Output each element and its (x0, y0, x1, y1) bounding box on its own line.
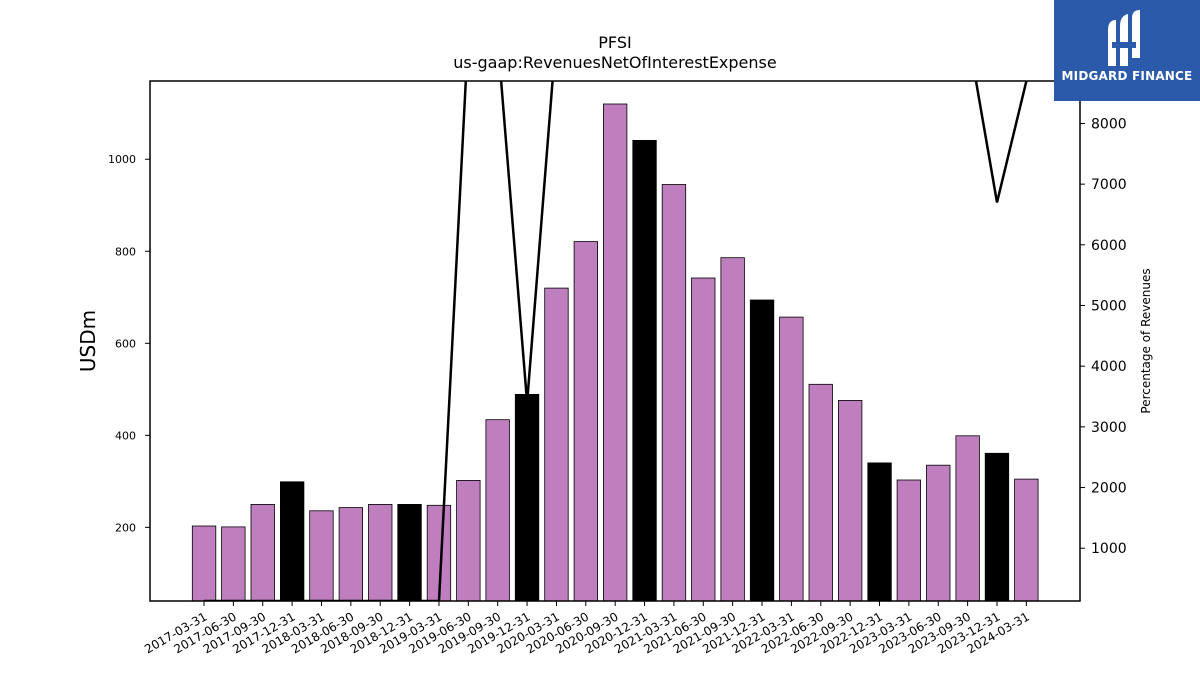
bars-group (191, 103, 1039, 602)
y2-tick-label: 2000 (1091, 481, 1127, 497)
y-tick-label: 1000 (108, 153, 136, 166)
bar-2017-06-30 (221, 526, 246, 602)
y2-tick-label: 6000 (1091, 238, 1127, 254)
bar-2020-03-31 (544, 287, 569, 602)
bar-2022-06-30 (808, 383, 833, 602)
bar-2022-12-31 (867, 462, 892, 602)
y2-tick-label: 4000 (1091, 359, 1127, 375)
y-tick-label: 400 (115, 429, 136, 442)
y2-tick-label: 3000 (1091, 420, 1127, 436)
bar-2017-09-30 (250, 503, 275, 602)
x-axis: 2017-03-312017-06-302017-09-302017-12-31… (142, 601, 1032, 656)
y2-tick-label: 8000 (1091, 116, 1127, 132)
bar-2019-09-30 (485, 419, 510, 602)
bar-2022-09-30 (838, 399, 863, 602)
bar-2023-03-31 (896, 479, 921, 602)
bar-2021-03-31 (661, 184, 687, 602)
y2-tick-label: 7000 (1091, 177, 1127, 193)
y-axis-label: USDm (76, 310, 100, 372)
bar-2023-12-31 (984, 452, 1010, 602)
bar-2020-09-30 (603, 103, 628, 602)
chart-subtitle: us-gaap:RevenuesNetOfInterestExpense (453, 53, 776, 72)
bar-2020-06-30 (573, 241, 598, 602)
bar-2018-09-30 (368, 503, 393, 602)
bar-2021-06-30 (691, 277, 716, 602)
y2-axis-label: Percentage of Revenues (1139, 268, 1153, 413)
bar-2019-06-30 (456, 479, 481, 602)
bar-2020-12-31 (632, 139, 657, 602)
midgard-finance-logo: MIDGARD FINANCE (1054, 0, 1200, 101)
midgard-logo-icon (1108, 10, 1140, 66)
y-tick-label: 200 (115, 521, 136, 534)
logo-name: MIDGARD FINANCE (1061, 69, 1193, 83)
bar-2023-09-30 (955, 435, 980, 602)
bar-2019-12-31 (514, 393, 540, 602)
chart-title: PFSI (598, 33, 631, 52)
y2-tick-label: 1000 (1091, 541, 1127, 557)
bar-2018-12-31 (397, 503, 422, 602)
bar-2021-12-31 (749, 299, 775, 602)
bar-2024-03-31 (1014, 478, 1039, 602)
y2-tick-label: 5000 (1091, 299, 1127, 315)
bar-2018-03-31 (309, 510, 334, 602)
bar-2023-06-30 (926, 464, 951, 602)
bar-2018-06-30 (338, 507, 364, 602)
y-tick-label: 600 (115, 337, 136, 350)
bar-2017-03-31 (191, 525, 217, 602)
bar-2022-03-31 (779, 316, 804, 602)
bar-2017-12-31 (279, 481, 305, 602)
bar-2021-09-30 (720, 257, 745, 602)
y2-axis: 1000 2000 3000 4000 5000 6000 7000 8000 (1080, 116, 1127, 557)
y-axis: 200 400 600 800 1000 (108, 153, 150, 534)
y-tick-label: 800 (115, 245, 136, 258)
